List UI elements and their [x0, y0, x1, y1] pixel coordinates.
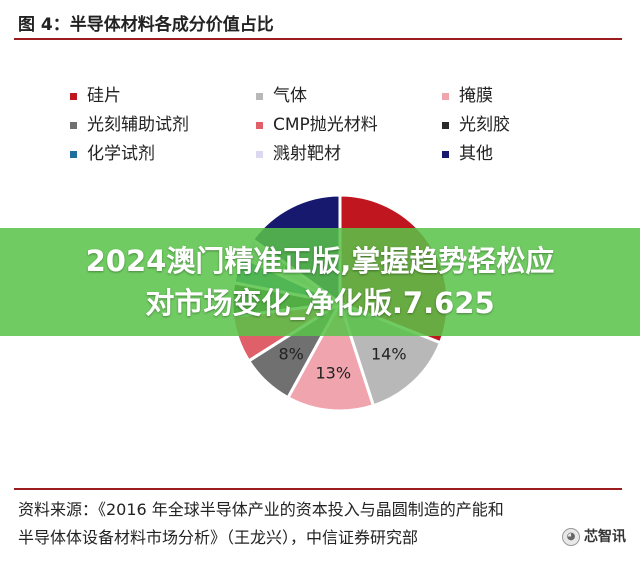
legend-item: 气体 [256, 84, 307, 108]
legend-label: 溅射靶材 [273, 144, 341, 164]
slice-label: 8% [279, 344, 304, 363]
legend-label: 光刻辅助试剂 [87, 115, 189, 135]
legend-label: 光刻胶 [459, 115, 510, 135]
overlay-line-2: 对市场变化_净化版.7.625 [145, 286, 495, 320]
legend-swatch [256, 121, 263, 129]
bottom-divider [14, 488, 622, 490]
slice-label: 14% [371, 344, 407, 363]
legend-swatch [256, 150, 263, 158]
source-line-2: 半导体体设备材料市场分析》（王龙兴），中信证券研究部 [18, 528, 419, 547]
legend-item: 硅片 [70, 84, 121, 108]
top-divider [14, 38, 622, 40]
legend-swatch [70, 150, 77, 158]
legend-item: 掩膜 [442, 84, 493, 108]
legend-label: 掩膜 [459, 86, 493, 106]
wechat-icon: ◕ [562, 528, 580, 546]
legend-swatch [442, 150, 449, 158]
legend-item: 光刻辅助试剂 [70, 113, 189, 137]
legend-item: 其他 [442, 142, 493, 166]
legend-label: CMP抛光材料 [273, 115, 378, 135]
slice-label: 13% [316, 363, 352, 382]
pie-slice [285, 299, 376, 413]
figure-title: 图 4：半导体材料各成分价值占比 [18, 15, 274, 35]
overlay-line-1: 2024澳门精准正版,掌握趋势轻松应 [85, 244, 555, 278]
legend-item: CMP抛光材料 [256, 113, 378, 137]
source-line-1: 资料来源：《2016 年全球半导体产业的资本投入与晶圆制造的产能和 [18, 500, 504, 519]
legend-item: 光刻胶 [442, 113, 510, 137]
legend-swatch [70, 92, 77, 100]
overlay-banner: 2024澳门精准正版,掌握趋势轻松应 对市场变化_净化版.7.625 [0, 228, 640, 336]
legend-item: 溅射靶材 [256, 142, 341, 166]
legend-label: 硅片 [87, 86, 121, 106]
legend-swatch [442, 92, 449, 100]
legend-label: 化学试剂 [87, 144, 155, 164]
watermark-text: 芯智讯 [584, 529, 626, 545]
legend-label: 气体 [273, 86, 307, 106]
legend-label: 其他 [459, 144, 493, 164]
watermark: ◕ 芯智讯 [562, 526, 626, 546]
legend-item: 化学试剂 [70, 142, 155, 166]
legend-swatch [70, 121, 77, 129]
legend-swatch [442, 121, 449, 129]
source-note: 资料来源：《2016 年全球半导体产业的资本投入与晶圆制造的产能和 半导体体设备… [18, 496, 618, 552]
legend-swatch [256, 92, 263, 100]
